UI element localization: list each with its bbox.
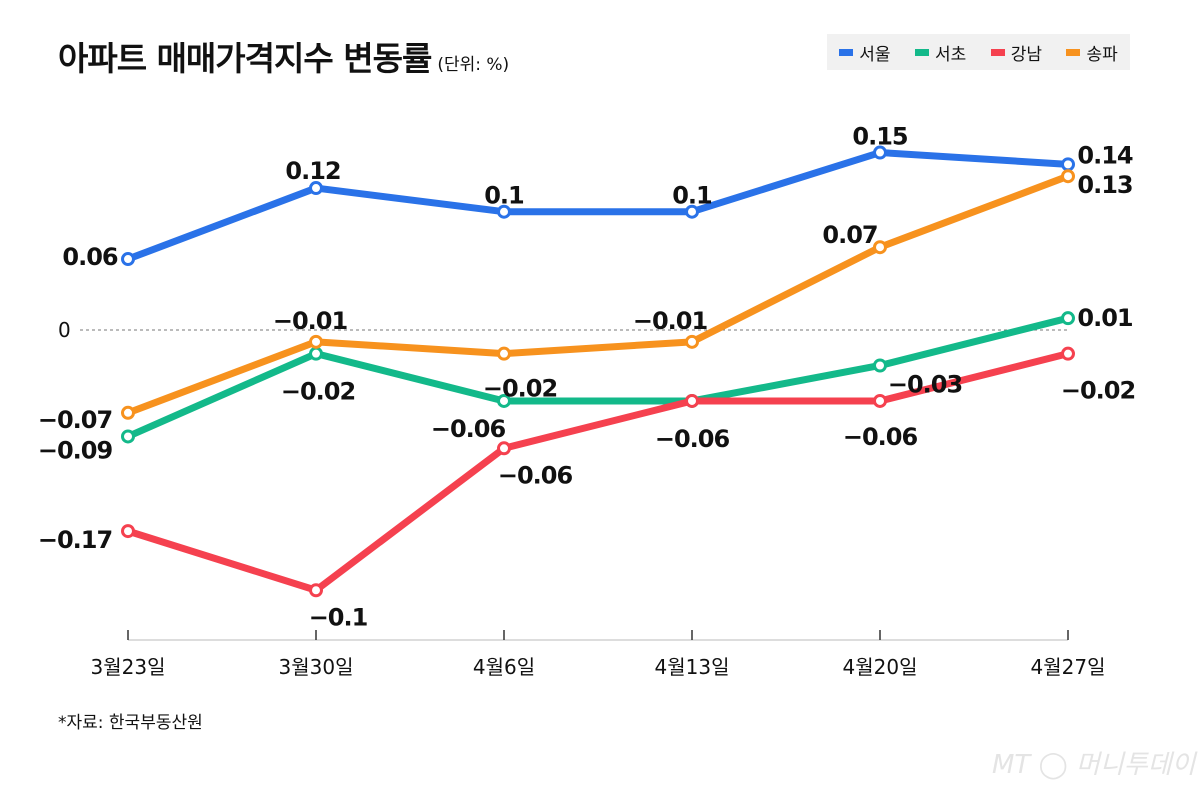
legend-label: 서울 xyxy=(859,44,891,65)
legend-swatch xyxy=(1066,48,1081,56)
data-point xyxy=(1061,157,1075,172)
data-label: −0.02 xyxy=(1061,377,1135,405)
data-label: −0.07 xyxy=(38,406,112,434)
data-label: 0.1 xyxy=(484,182,524,210)
legend-item: 송파 xyxy=(1066,40,1118,65)
legend: 서울 서초 강남 송파 xyxy=(827,34,1130,70)
x-tick-label: 3월30일 xyxy=(279,655,354,679)
data-label: −0.06 xyxy=(498,461,573,489)
series-line xyxy=(126,314,1069,440)
data-label: 0.12 xyxy=(285,157,340,185)
x-tick-label: 3월23일 xyxy=(91,655,166,679)
data-label: −0.06 xyxy=(843,423,918,451)
data-point xyxy=(685,334,699,349)
data-label: 0.13 xyxy=(1077,171,1132,199)
series-송파 xyxy=(121,169,1075,420)
data-point xyxy=(121,524,135,539)
data-point xyxy=(873,358,887,373)
unit-label: (단위: %) xyxy=(437,55,510,75)
series-line xyxy=(126,350,1069,594)
data-label: 0.07 xyxy=(822,221,877,249)
data-point xyxy=(685,393,699,408)
data-label: −0.06 xyxy=(431,415,506,443)
series-서울 xyxy=(121,145,1075,267)
data-point xyxy=(873,145,887,160)
data-point xyxy=(1061,346,1075,361)
data-point xyxy=(121,429,135,444)
watermark-logo: MT ◯ 머니투데이 xyxy=(992,750,1196,780)
data-point xyxy=(497,204,511,219)
zero-tick-label: 0 xyxy=(58,318,71,342)
legend-label: 송파 xyxy=(1086,44,1118,65)
data-point xyxy=(309,583,323,598)
data-point xyxy=(309,181,323,196)
data-label: 0.14 xyxy=(1077,141,1133,169)
data-label: −0.01 xyxy=(273,307,348,335)
data-label: −0.06 xyxy=(655,425,730,453)
data-label: −0.17 xyxy=(38,526,112,554)
series-강남 xyxy=(121,346,1075,598)
x-tick-label: 4월20일 xyxy=(843,655,918,679)
x-tick-label: 4월13일 xyxy=(655,655,730,679)
data-point xyxy=(1061,311,1075,326)
data-point xyxy=(685,204,699,219)
data-label: 0.06 xyxy=(62,243,118,271)
data-point xyxy=(873,240,887,255)
legend-swatch xyxy=(990,48,1005,56)
data-label: −0.02 xyxy=(483,375,557,403)
legend-swatch xyxy=(839,48,854,56)
data-point xyxy=(309,346,323,361)
data-label: 0.01 xyxy=(1077,304,1133,332)
legend-item: 서울 xyxy=(839,40,891,65)
data-point xyxy=(873,393,887,408)
x-tick-label: 4월6일 xyxy=(473,655,535,679)
data-label: 0.1 xyxy=(672,182,712,210)
data-point xyxy=(497,346,511,361)
data-point xyxy=(1061,169,1075,184)
legend-item: 서초 xyxy=(914,40,967,65)
series-line xyxy=(126,149,1069,263)
x-tick-label: 4월27일 xyxy=(1031,655,1106,679)
data-point xyxy=(121,252,135,267)
data-point xyxy=(121,405,135,420)
data-point xyxy=(497,441,511,456)
data-label: −0.01 xyxy=(633,307,708,335)
source-note: *자료: 한국부동산원 xyxy=(58,713,203,733)
chart-title: 아파트 매매가격지수 변동률 (단위: %) xyxy=(58,32,509,80)
data-label: −0.02 xyxy=(281,378,355,406)
data-point xyxy=(309,334,323,349)
data-point xyxy=(497,393,511,408)
data-label: −0.09 xyxy=(38,436,113,464)
legend-label: 서초 xyxy=(934,44,967,65)
title-text: 아파트 매매가격지수 변동률 xyxy=(58,39,432,78)
series-line xyxy=(126,172,1070,417)
data-label: −0.03 xyxy=(888,370,962,398)
legend-item: 강남 xyxy=(990,40,1043,65)
legend-swatch xyxy=(914,48,929,56)
data-label: −0.1 xyxy=(309,603,368,631)
legend-label: 강남 xyxy=(1010,44,1043,65)
data-label: 0.15 xyxy=(852,123,908,151)
